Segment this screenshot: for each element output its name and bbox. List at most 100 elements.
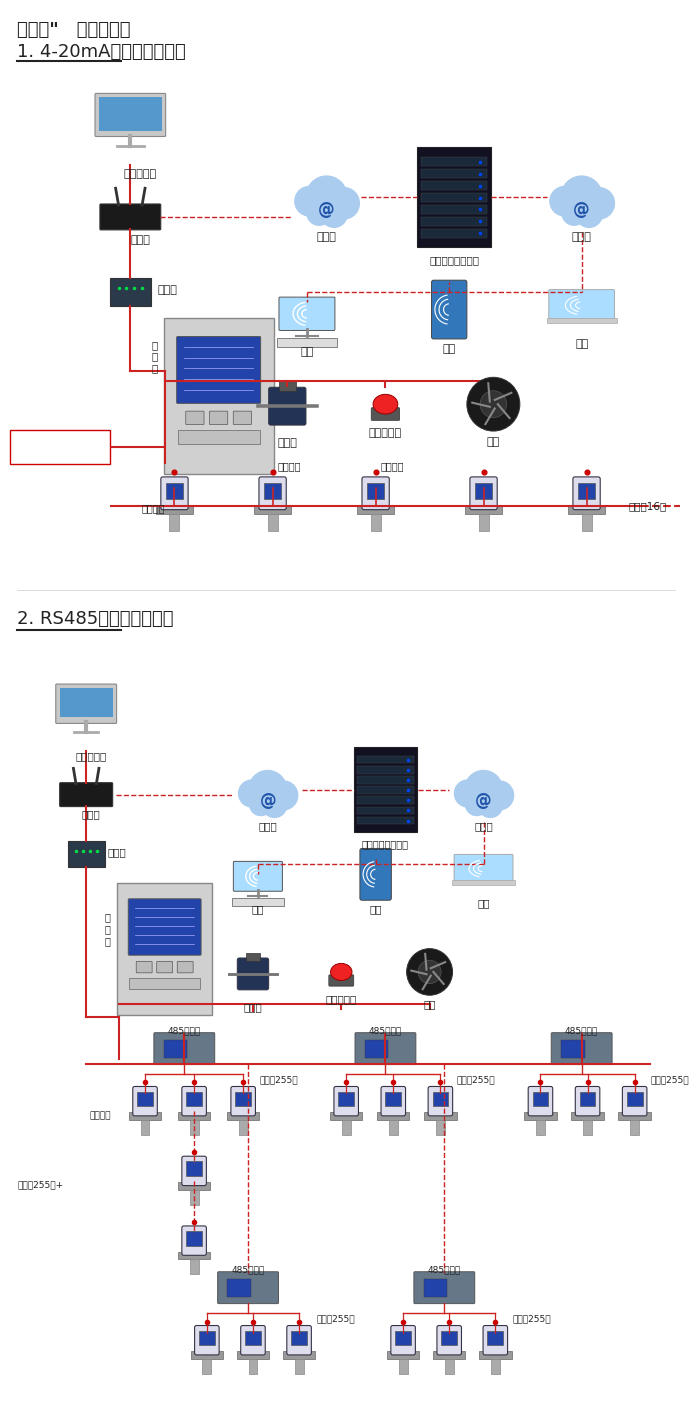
FancyBboxPatch shape [436,1120,445,1135]
Text: 互联网: 互联网 [316,232,337,242]
FancyBboxPatch shape [417,148,491,246]
FancyBboxPatch shape [619,1113,651,1120]
FancyBboxPatch shape [237,958,269,991]
FancyBboxPatch shape [424,1279,447,1297]
Circle shape [562,200,587,225]
Circle shape [478,792,503,817]
FancyBboxPatch shape [110,277,151,305]
Text: 转换器: 转换器 [108,847,127,857]
FancyBboxPatch shape [357,796,414,803]
Text: 信号输出: 信号输出 [89,1112,111,1120]
Text: －: － [14,435,21,445]
Text: @: @ [318,201,335,218]
Ellipse shape [373,394,398,414]
FancyBboxPatch shape [582,515,591,532]
FancyBboxPatch shape [428,1086,453,1116]
Text: 电磁阀: 电磁阀 [244,1002,262,1012]
FancyBboxPatch shape [246,953,260,961]
FancyBboxPatch shape [330,1113,363,1120]
FancyBboxPatch shape [362,477,389,509]
FancyBboxPatch shape [186,1092,202,1106]
Text: 机气猫" 系列报警器: 机气猫" 系列报警器 [18,21,131,39]
Text: 声光报警器: 声光报警器 [326,993,357,1003]
FancyBboxPatch shape [182,1225,206,1255]
FancyBboxPatch shape [573,477,600,509]
FancyBboxPatch shape [241,1325,265,1355]
FancyBboxPatch shape [182,1157,206,1186]
FancyBboxPatch shape [444,1359,454,1373]
FancyBboxPatch shape [178,431,260,445]
FancyBboxPatch shape [452,879,515,885]
FancyBboxPatch shape [254,507,291,515]
FancyBboxPatch shape [279,381,295,391]
Circle shape [465,771,503,809]
FancyBboxPatch shape [248,1359,258,1373]
Text: 转换器: 转换器 [158,284,178,294]
Text: AC 220V: AC 220V [34,445,85,457]
FancyBboxPatch shape [128,899,201,955]
Text: 通
讯
线: 通 讯 线 [105,913,111,946]
Text: 2. RS485信号连接系统图: 2. RS485信号连接系统图 [18,611,174,629]
FancyBboxPatch shape [487,1331,503,1345]
FancyBboxPatch shape [483,1325,507,1355]
FancyBboxPatch shape [395,1331,411,1345]
FancyBboxPatch shape [141,1120,150,1135]
FancyBboxPatch shape [421,169,487,179]
Circle shape [307,200,332,225]
FancyBboxPatch shape [218,1272,279,1304]
FancyBboxPatch shape [231,1086,255,1116]
FancyBboxPatch shape [245,1331,261,1345]
FancyBboxPatch shape [389,1120,398,1135]
FancyBboxPatch shape [178,1252,210,1259]
FancyBboxPatch shape [67,841,105,867]
FancyBboxPatch shape [421,182,487,190]
FancyBboxPatch shape [479,515,489,532]
FancyBboxPatch shape [524,1113,556,1120]
FancyBboxPatch shape [454,854,513,881]
FancyBboxPatch shape [100,204,161,229]
Text: 电磁阀: 电磁阀 [277,438,297,447]
FancyBboxPatch shape [491,1359,500,1373]
Circle shape [550,187,579,215]
FancyBboxPatch shape [195,1325,219,1355]
Circle shape [454,779,481,808]
Text: 风机: 风机 [424,999,436,1009]
Text: 风机: 风机 [486,438,500,447]
Text: 485中继器: 485中继器 [428,1266,461,1275]
FancyBboxPatch shape [371,408,400,421]
FancyBboxPatch shape [442,1331,457,1345]
Text: 互联网: 互联网 [572,232,592,242]
FancyBboxPatch shape [235,1092,251,1106]
Circle shape [328,187,359,219]
Circle shape [561,176,602,218]
FancyBboxPatch shape [169,515,179,532]
Text: 安帕尔网络服务器: 安帕尔网络服务器 [362,840,409,850]
FancyBboxPatch shape [338,1092,354,1106]
Text: 可连接255台: 可连接255台 [317,1314,356,1324]
FancyBboxPatch shape [421,193,487,203]
Text: 485中继器: 485中继器 [168,1027,201,1036]
FancyBboxPatch shape [342,1120,351,1135]
FancyBboxPatch shape [626,1092,643,1106]
FancyBboxPatch shape [381,1086,405,1116]
FancyBboxPatch shape [166,483,183,499]
FancyBboxPatch shape [630,1120,639,1135]
FancyBboxPatch shape [571,1113,603,1120]
Text: 可连接255台: 可连接255台 [456,1075,495,1085]
Text: 路由器: 路由器 [130,235,150,245]
FancyBboxPatch shape [182,1086,206,1116]
FancyBboxPatch shape [367,483,384,499]
FancyBboxPatch shape [431,280,467,339]
FancyBboxPatch shape [117,884,212,1014]
FancyBboxPatch shape [421,217,487,227]
Text: @: @ [573,201,590,218]
FancyBboxPatch shape [186,411,204,425]
Text: 信号输出: 信号输出 [141,502,164,512]
Text: 手机: 手机 [370,905,382,915]
FancyBboxPatch shape [357,507,394,515]
FancyBboxPatch shape [164,1040,187,1058]
Circle shape [295,187,323,215]
FancyBboxPatch shape [154,1033,215,1065]
FancyBboxPatch shape [60,688,113,718]
FancyBboxPatch shape [287,1325,312,1355]
